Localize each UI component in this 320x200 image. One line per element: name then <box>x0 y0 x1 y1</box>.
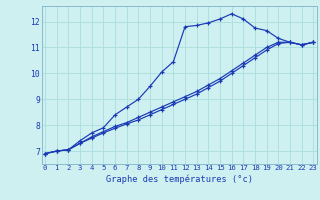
X-axis label: Graphe des températures (°c): Graphe des températures (°c) <box>106 174 253 184</box>
